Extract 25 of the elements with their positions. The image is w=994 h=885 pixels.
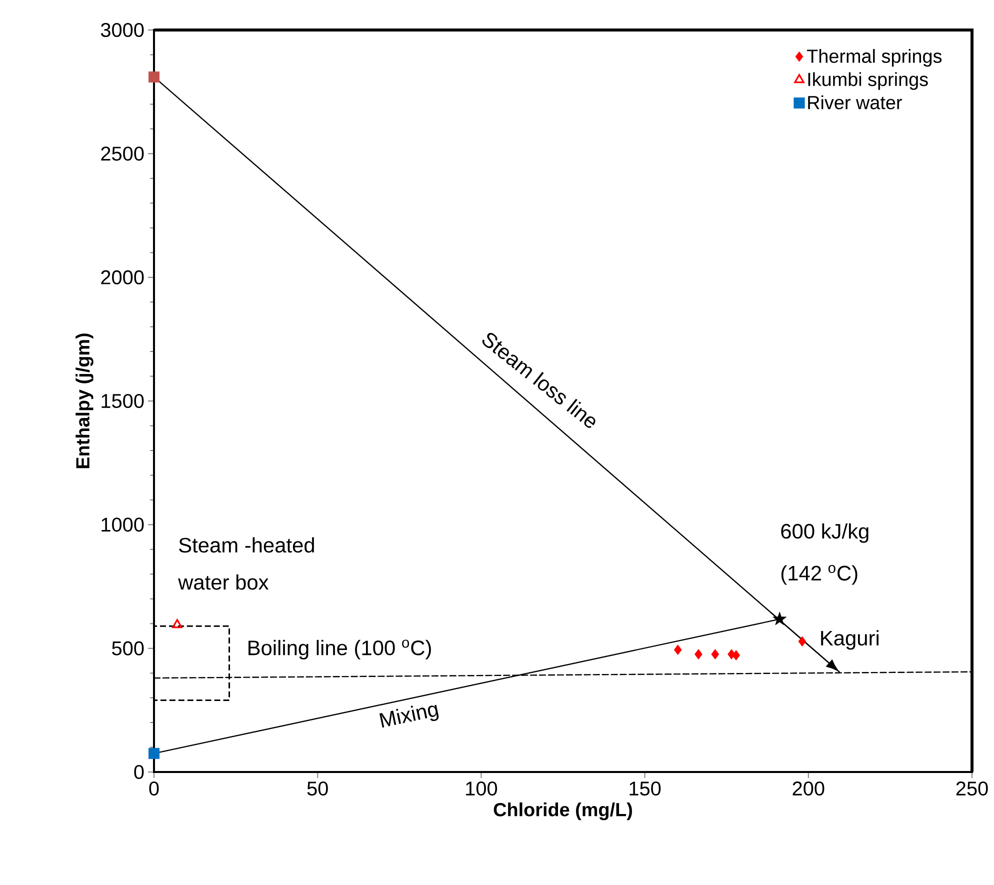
- x-tick-label: 50: [307, 782, 328, 796]
- annotation: water box: [178, 574, 269, 590]
- legend-label: Thermal springs: [807, 49, 942, 67]
- x-tick-label: 250: [956, 782, 988, 796]
- y-tick-label: 1000: [102, 518, 144, 532]
- y-tick-label: 3000: [100, 22, 144, 38]
- x-tick-label: 100: [466, 782, 498, 796]
- annotation: Kaguri: [821, 630, 878, 650]
- legend-label: Ikumbi springs: [808, 72, 928, 90]
- y-tick-label: 1500: [102, 394, 144, 408]
- y-tick-label: 2500: [101, 146, 144, 161]
- annotation: Mixing: [379, 704, 439, 728]
- annotation: 600 kJ/kg: [781, 523, 868, 543]
- annotation: (142 $^{o}$C): [781, 565, 858, 585]
- annotation: Boiling line (100 $^{o}$C): [248, 640, 431, 660]
- x-tick-label: 0: [149, 782, 159, 796]
- x-axis-title: Chloride (mg/L): [494, 802, 632, 820]
- y-axis-title: Enthalpy (j/gm): [76, 334, 94, 468]
- y-tick-label: 2000: [101, 270, 144, 284]
- y-tick-label: 500: [112, 641, 144, 656]
- x-tick-label: 200: [792, 782, 824, 796]
- y-tick-label: 0: [134, 764, 144, 780]
- x-tick-label: 150: [630, 782, 661, 796]
- annotation: Steam -heated: [179, 537, 314, 553]
- legend-label: River water: [808, 95, 902, 110]
